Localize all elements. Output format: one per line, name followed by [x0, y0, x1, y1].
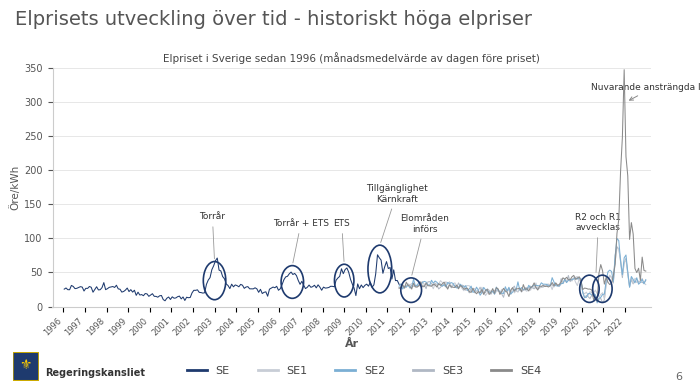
- Text: Torrår: Torrår: [199, 212, 225, 259]
- FancyBboxPatch shape: [13, 352, 39, 381]
- SE1: [606, 273, 614, 277]
- Text: Nuvarande ansträngda läge: Nuvarande ansträngda läge: [591, 83, 700, 100]
- SE2: [452, 286, 461, 290]
- Line: SE: SE: [64, 255, 399, 301]
- Text: Elprisets utveckling över tid - historiskt höga elpriser: Elprisets utveckling över tid - historis…: [15, 10, 533, 29]
- SE: [60, 287, 69, 291]
- SE1: [452, 284, 461, 289]
- SE4: [606, 282, 614, 287]
- SE2: [642, 277, 650, 282]
- Text: Tillgänglighet
Kärnkraft: Tillgänglighet Kärnkraft: [366, 184, 428, 242]
- Legend: SE, SE1, SE2, SE3, SE4: SE, SE1, SE2, SE3, SE4: [182, 362, 546, 381]
- X-axis label: År: År: [344, 339, 359, 349]
- SE2: [496, 289, 504, 294]
- SE1: [642, 282, 650, 287]
- SE: [217, 268, 225, 273]
- Title: Elpriset i Sverige sedan 1996 (månadsmedelvärde av dagen före priset): Elpriset i Sverige sedan 1996 (månadsmed…: [163, 52, 540, 64]
- SE4: [642, 269, 650, 274]
- Text: Elområden
införs: Elområden införs: [400, 214, 449, 275]
- SE3: [606, 274, 614, 279]
- Text: ETS: ETS: [333, 219, 350, 262]
- SE: [145, 294, 153, 299]
- SE2: [606, 268, 614, 272]
- Text: 6: 6: [676, 372, 682, 382]
- SE2: [554, 284, 562, 288]
- SE3: [642, 278, 650, 283]
- Text: R2 och R1
avvecklas: R2 och R1 avvecklas: [575, 213, 622, 272]
- Line: SE1: SE1: [399, 248, 646, 299]
- Y-axis label: Öre/kWh: Öre/kWh: [9, 165, 20, 210]
- SE1: [554, 282, 562, 287]
- Line: SE3: SE3: [399, 247, 646, 303]
- Text: Torrår + ETS: Torrår + ETS: [273, 219, 329, 263]
- Text: ⚜: ⚜: [20, 358, 32, 372]
- Text: Regeringskansliet: Regeringskansliet: [46, 368, 146, 378]
- SE4: [496, 292, 504, 297]
- Line: SE4: SE4: [399, 70, 646, 301]
- Line: SE2: SE2: [399, 239, 646, 303]
- SE3: [496, 289, 504, 294]
- SE3: [452, 285, 461, 290]
- SE1: [496, 291, 504, 295]
- SE3: [554, 284, 562, 288]
- SE4: [554, 283, 562, 288]
- SE4: [452, 283, 461, 288]
